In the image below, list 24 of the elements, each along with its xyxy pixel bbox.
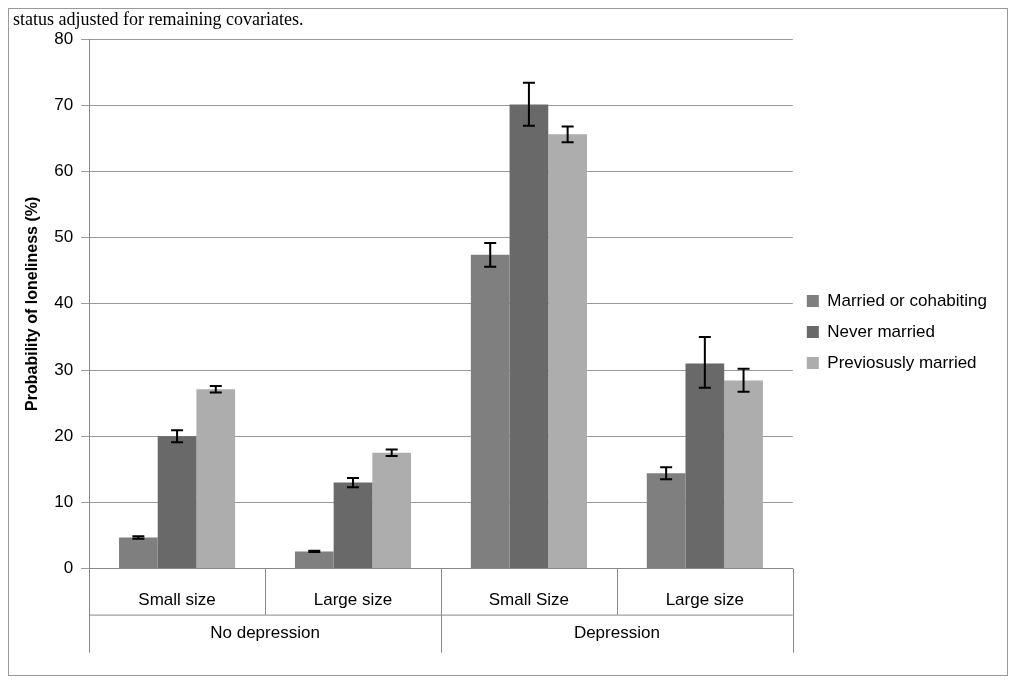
text: No depression (210, 623, 320, 643)
y-tick-label: 30 (54, 359, 74, 379)
text: Depression (573, 623, 660, 643)
bar (196, 389, 236, 569)
legend-label: Married or cohabiting (827, 290, 988, 310)
y-axis-title: Probability of loneliness (%) (23, 196, 41, 411)
y-tick-label: 0 (63, 558, 74, 578)
y-tick-label: 60 (54, 161, 74, 181)
bar (685, 363, 725, 569)
y-tick-label: 70 (54, 94, 74, 114)
bar (724, 380, 763, 569)
bar (157, 436, 197, 569)
legend-label: Never married (827, 321, 936, 341)
bar (333, 482, 373, 569)
y-tick-label: 10 (54, 492, 74, 512)
y-tick-label: 20 (54, 425, 74, 445)
y-tick-label: 40 (54, 293, 74, 313)
text: status adjusted for remaining covariates. (13, 8, 304, 29)
legend-label: Previosusly married (827, 352, 977, 372)
bar (548, 134, 587, 569)
y-tick-label: 50 (54, 227, 74, 247)
y-tick-label: 80 (54, 28, 74, 48)
bar (372, 452, 412, 569)
bar (509, 104, 549, 569)
